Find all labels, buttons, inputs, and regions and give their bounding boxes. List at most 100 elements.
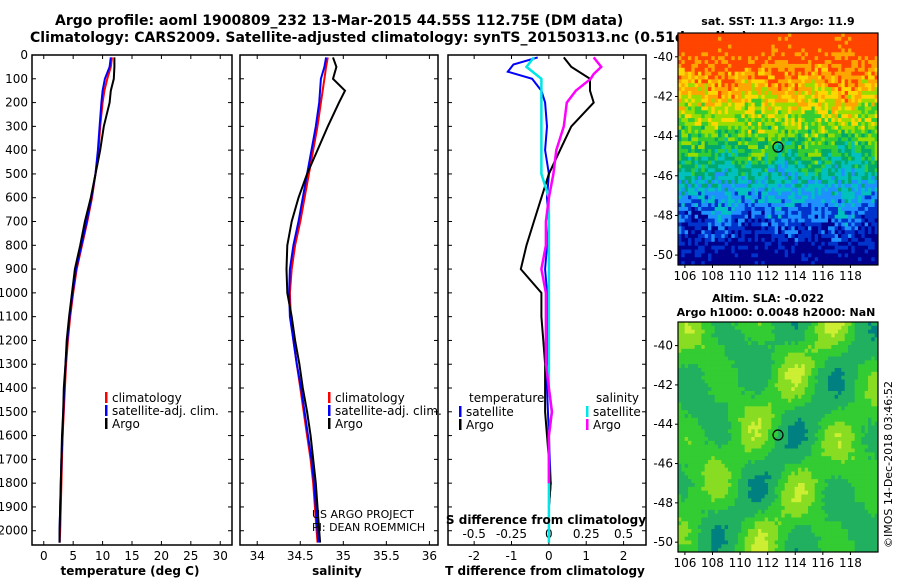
map-cell — [784, 261, 789, 266]
map-cell — [828, 230, 832, 235]
map-cell — [834, 149, 839, 154]
map-cell — [864, 249, 869, 254]
map-cell — [774, 329, 779, 334]
map-cell — [698, 98, 702, 103]
map-cell — [758, 60, 762, 65]
map-cell — [728, 237, 732, 243]
map-cell — [741, 387, 746, 392]
map-cell — [731, 379, 736, 384]
map-cell — [711, 106, 716, 111]
map-cell — [871, 237, 876, 243]
map-cell — [818, 207, 822, 212]
map-cell — [694, 40, 699, 45]
map-cell — [834, 183, 839, 189]
map-cell — [861, 368, 866, 373]
map-cell — [734, 199, 739, 204]
map-cell — [741, 114, 746, 119]
map-cell — [771, 352, 776, 357]
x-tick-label: 25 — [183, 549, 198, 563]
map-cell — [848, 145, 852, 150]
map-cell — [724, 71, 729, 76]
map-cell — [858, 222, 862, 227]
map-cell — [764, 375, 769, 380]
map-cell — [771, 71, 776, 76]
map-cell — [761, 333, 766, 338]
map-cell — [841, 391, 846, 396]
map-cell — [714, 172, 719, 177]
map-cell — [718, 249, 722, 254]
map-cell — [728, 199, 732, 204]
map-cell — [774, 249, 779, 254]
map-cell — [784, 333, 789, 338]
map-cell — [861, 241, 866, 247]
map-cell — [781, 371, 786, 377]
map-cell — [694, 391, 699, 396]
x-tick-label: 1 — [582, 549, 590, 563]
map-cell — [681, 187, 686, 192]
map-cell — [738, 230, 742, 235]
map-cell — [704, 98, 709, 103]
map-cell — [871, 195, 876, 200]
map-cell — [821, 71, 826, 76]
map-cell — [714, 325, 719, 331]
map-cell — [821, 257, 826, 262]
map-cell — [858, 156, 862, 161]
map-cell — [818, 164, 822, 169]
map-cell — [818, 152, 822, 158]
map-cell — [818, 337, 822, 342]
map-cell — [728, 218, 732, 223]
map-cell — [738, 249, 742, 254]
map-cell — [794, 356, 799, 361]
map-cell — [794, 368, 799, 373]
map-cell — [771, 253, 776, 258]
map-cell — [764, 36, 769, 42]
map-cell — [764, 179, 769, 185]
map-cell — [688, 364, 692, 369]
map-cell — [874, 241, 879, 247]
map-cell — [734, 337, 739, 342]
map-cell — [794, 218, 799, 223]
map-cell — [808, 106, 812, 111]
map-cell — [718, 102, 722, 107]
map-cell — [771, 106, 776, 111]
map-cell — [814, 245, 819, 250]
map-cell — [858, 226, 862, 231]
map-cell — [748, 368, 752, 373]
x-tick-label-top: -0.5 — [462, 527, 485, 541]
map-cell — [678, 329, 682, 334]
map-cell — [681, 63, 686, 69]
map-cell — [831, 199, 836, 204]
map-cell — [791, 52, 796, 57]
map-cell — [868, 241, 872, 247]
map-cell — [714, 118, 719, 123]
map-cell — [838, 391, 842, 396]
map-cell — [814, 222, 819, 227]
map-cell — [774, 133, 779, 138]
map-cell — [764, 210, 769, 216]
map-cell — [741, 71, 746, 76]
map-cell — [864, 379, 869, 384]
map-cell — [844, 207, 849, 212]
map-cell — [794, 91, 799, 96]
map-cell — [718, 125, 722, 131]
map-cell — [734, 368, 739, 373]
map-cell — [691, 191, 696, 196]
map-cell — [688, 141, 692, 146]
map-cell — [824, 60, 829, 65]
map-cell — [864, 129, 869, 134]
map-cell — [864, 60, 869, 65]
map-cell — [728, 337, 732, 342]
map-cell — [731, 218, 736, 223]
map-cell — [738, 218, 742, 223]
map-cell — [811, 214, 816, 219]
map-cell — [701, 352, 706, 357]
map-cell — [828, 214, 832, 219]
map-cell — [844, 352, 849, 357]
map-cell — [834, 164, 839, 169]
map-cell — [728, 179, 732, 185]
map-cell — [861, 71, 866, 76]
map-cell — [738, 345, 742, 350]
map-cell — [864, 195, 869, 200]
map-cell — [848, 241, 852, 247]
